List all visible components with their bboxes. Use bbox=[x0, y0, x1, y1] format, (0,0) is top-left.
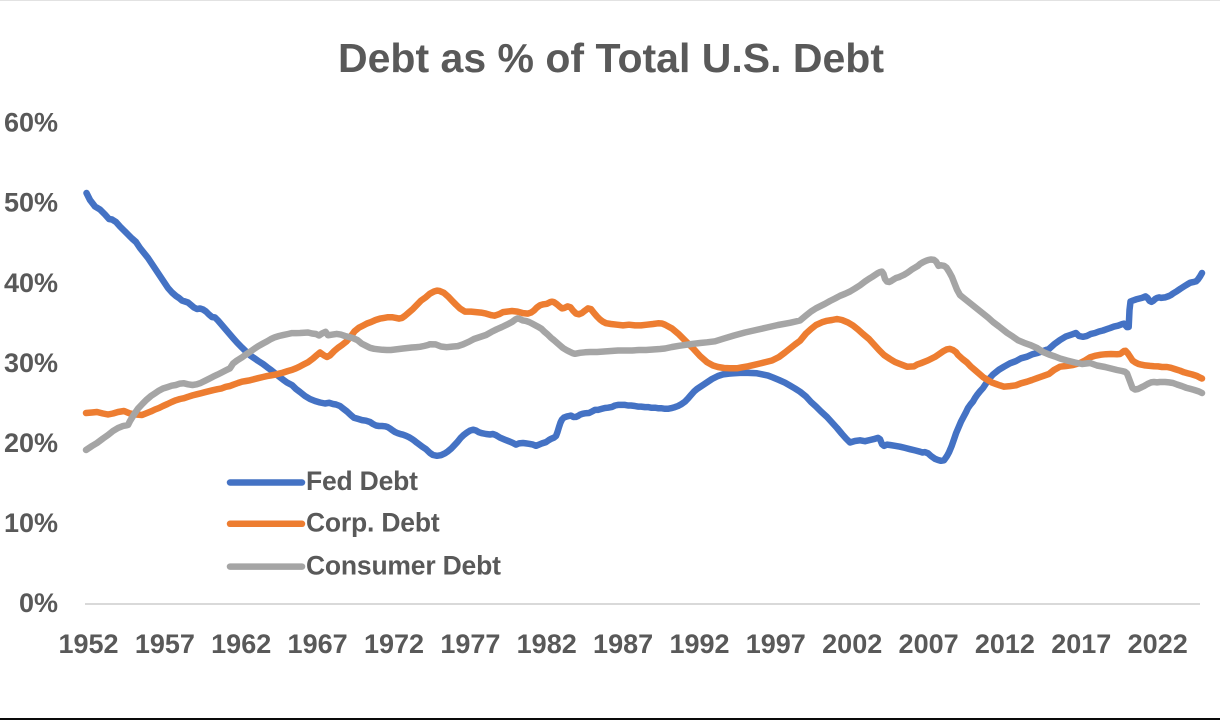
svg-text:Debt as % of Total U.S. Debt: Debt as % of Total U.S. Debt bbox=[338, 35, 884, 81]
svg-text:2007: 2007 bbox=[899, 629, 959, 659]
svg-text:60%: 60% bbox=[4, 108, 58, 138]
svg-text:Fed Debt: Fed Debt bbox=[306, 466, 418, 496]
svg-text:2017: 2017 bbox=[1051, 629, 1111, 659]
svg-text:1987: 1987 bbox=[593, 629, 653, 659]
svg-text:1957: 1957 bbox=[135, 629, 195, 659]
svg-text:1972: 1972 bbox=[364, 629, 424, 659]
svg-text:20%: 20% bbox=[4, 428, 58, 458]
svg-text:2022: 2022 bbox=[1128, 629, 1188, 659]
svg-text:1977: 1977 bbox=[440, 629, 500, 659]
svg-text:1992: 1992 bbox=[669, 629, 729, 659]
svg-text:1982: 1982 bbox=[517, 629, 577, 659]
svg-text:2002: 2002 bbox=[822, 629, 882, 659]
svg-text:10%: 10% bbox=[4, 508, 58, 538]
svg-text:40%: 40% bbox=[4, 268, 58, 298]
svg-text:1962: 1962 bbox=[211, 629, 271, 659]
svg-text:50%: 50% bbox=[4, 188, 58, 218]
svg-text:Consumer Debt: Consumer Debt bbox=[306, 550, 501, 580]
svg-text:1967: 1967 bbox=[288, 629, 348, 659]
svg-text:2012: 2012 bbox=[975, 629, 1035, 659]
svg-text:1997: 1997 bbox=[746, 629, 806, 659]
svg-text:Corp. Debt: Corp. Debt bbox=[306, 508, 440, 538]
svg-text:30%: 30% bbox=[4, 348, 58, 378]
svg-text:0%: 0% bbox=[19, 588, 58, 618]
svg-text:1952: 1952 bbox=[58, 629, 118, 659]
